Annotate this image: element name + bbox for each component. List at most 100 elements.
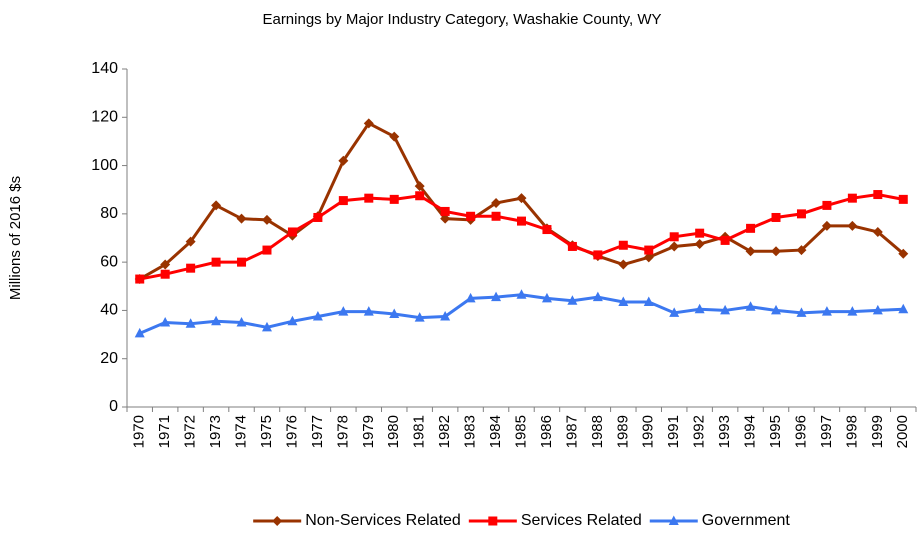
x-tick-label: 1990	[640, 415, 657, 448]
marker	[261, 321, 272, 332]
marker	[414, 312, 425, 322]
x-tick-label: 1977	[309, 415, 326, 448]
x-tick-label: 1979	[360, 415, 377, 448]
x-tick-label: 1981	[411, 415, 428, 448]
marker	[898, 303, 909, 314]
marker	[134, 327, 145, 338]
marker	[211, 257, 221, 267]
marker	[414, 181, 425, 192]
legend-label: Non-Services Related	[305, 512, 461, 529]
x-tick-label: 1985	[512, 415, 529, 448]
marker	[440, 206, 450, 216]
x-tick-label: 1994	[742, 415, 759, 448]
marker	[338, 196, 348, 206]
marker	[363, 118, 374, 129]
marker	[541, 292, 552, 303]
x-tick-label: 1993	[716, 415, 733, 448]
marker	[211, 315, 222, 326]
marker	[847, 306, 858, 316]
marker	[593, 250, 603, 260]
marker	[694, 239, 705, 250]
legend-label: Services Related	[521, 512, 642, 529]
marker	[746, 223, 756, 233]
x-tick-label: 1989	[614, 415, 631, 448]
y-axis-label: Millions of 2016 $s	[7, 176, 24, 300]
marker	[185, 318, 196, 328]
marker	[516, 193, 527, 204]
marker	[262, 245, 272, 255]
marker	[389, 308, 400, 319]
marker	[771, 304, 782, 315]
marker	[516, 289, 527, 299]
x-tick-label: 1970	[131, 415, 148, 448]
marker	[720, 235, 730, 245]
marker	[160, 259, 171, 270]
marker	[517, 216, 526, 226]
marker	[643, 252, 654, 263]
y-tick-label: 40	[100, 302, 118, 319]
y-tick-label: 140	[91, 60, 118, 77]
marker	[272, 516, 283, 526]
x-tick-label: 1978	[334, 415, 351, 448]
marker	[669, 241, 680, 252]
marker	[465, 292, 476, 303]
marker	[872, 226, 883, 237]
x-tick-label: 1988	[589, 415, 606, 448]
x-tick-label: 1980	[385, 415, 402, 448]
legend: Non-Services Related Services Related Gove…	[253, 512, 790, 529]
marker	[185, 236, 196, 247]
marker	[491, 291, 502, 302]
x-tick-label: 1986	[538, 415, 555, 448]
marker	[488, 516, 498, 526]
x-tick-label: 1996	[792, 415, 809, 448]
marker	[618, 296, 629, 306]
marker	[542, 225, 552, 235]
series-line	[139, 293, 904, 335]
marker	[363, 306, 374, 316]
marker	[237, 257, 247, 267]
marker	[643, 296, 654, 306]
marker	[592, 291, 603, 302]
x-tick-label: 1976	[283, 415, 300, 448]
x-tick-label: 1972	[182, 415, 199, 448]
marker	[567, 241, 577, 251]
x-tick-label: 1987	[563, 415, 580, 448]
marker	[415, 191, 425, 201]
y-tick-label: 120	[91, 109, 118, 126]
marker	[491, 211, 501, 221]
marker	[160, 269, 170, 279]
marker	[389, 131, 400, 142]
marker	[745, 301, 756, 311]
marker	[440, 213, 451, 224]
x-tick-label: 1995	[767, 415, 784, 448]
marker	[644, 245, 654, 255]
marker	[287, 315, 298, 326]
series-line	[139, 193, 904, 281]
marker	[745, 246, 756, 257]
x-tick-label: 1982	[436, 415, 453, 448]
marker	[796, 209, 806, 219]
marker	[695, 228, 705, 238]
x-tick-label: 1999	[869, 415, 886, 448]
marker	[796, 307, 807, 317]
marker	[338, 306, 349, 316]
x-tick-label: 1983	[462, 415, 479, 448]
marker	[261, 214, 272, 225]
marker	[211, 200, 222, 211]
x-tick-label: 1973	[207, 415, 224, 448]
marker	[364, 193, 374, 203]
marker	[236, 213, 247, 224]
legend-label: Government	[702, 512, 791, 529]
x-tick-label: 1984	[487, 415, 504, 448]
marker	[567, 295, 578, 305]
marker	[491, 197, 502, 208]
y-tick-label: 20	[100, 350, 118, 367]
marker	[821, 306, 832, 316]
marker	[313, 212, 323, 222]
x-tick-label: 1997	[818, 415, 835, 448]
marker	[847, 193, 857, 203]
marker	[618, 240, 628, 250]
x-tick-label: 1974	[233, 415, 250, 448]
y-tick-label: 0	[109, 398, 118, 415]
